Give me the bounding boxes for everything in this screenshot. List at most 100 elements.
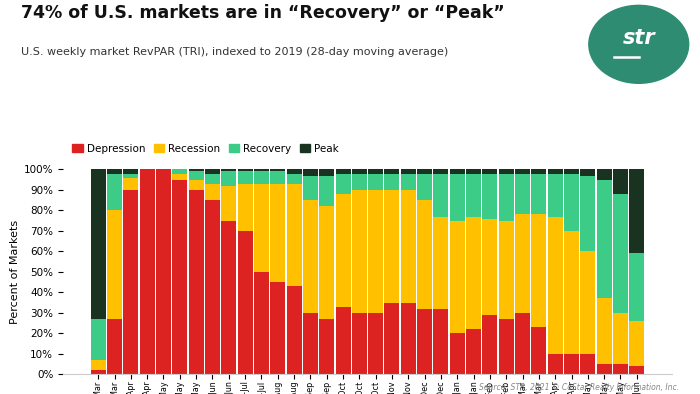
Bar [123, 190, 139, 374]
Bar [270, 171, 285, 184]
Bar [254, 184, 269, 272]
Bar [107, 169, 122, 173]
Bar [547, 173, 563, 217]
Bar [139, 169, 155, 374]
Bar [188, 190, 204, 374]
Bar [613, 313, 628, 364]
Bar [91, 360, 106, 370]
Bar [286, 184, 302, 286]
Text: str: str [622, 28, 655, 48]
Bar [466, 173, 481, 217]
Bar [401, 190, 416, 303]
Bar [303, 200, 318, 313]
Bar [580, 251, 596, 354]
Bar [417, 169, 432, 173]
Text: 74% of U.S. markets are in “Recovery” or “Peak”: 74% of U.S. markets are in “Recovery” or… [21, 4, 505, 22]
Bar [580, 176, 596, 251]
Bar [466, 217, 481, 329]
Bar [596, 364, 612, 374]
Bar [205, 184, 220, 200]
Bar [613, 169, 628, 194]
Bar [629, 253, 644, 321]
Bar [384, 303, 400, 374]
Bar [335, 194, 351, 307]
Bar [205, 200, 220, 374]
Bar [123, 173, 139, 178]
Bar [515, 169, 530, 173]
Bar [417, 200, 432, 309]
Bar [205, 173, 220, 184]
Bar [286, 169, 302, 173]
Bar [319, 169, 334, 176]
Bar [433, 173, 449, 217]
Bar [221, 171, 237, 186]
Bar [417, 173, 432, 200]
Bar [531, 327, 547, 374]
Bar [564, 354, 579, 374]
Bar [319, 319, 334, 374]
Bar [450, 169, 465, 173]
Bar [188, 180, 204, 190]
Bar [580, 354, 596, 374]
Bar [613, 194, 628, 313]
Bar [401, 169, 416, 173]
Bar [254, 272, 269, 374]
Bar [270, 184, 285, 282]
Bar [352, 169, 367, 173]
Bar [384, 169, 400, 173]
Bar [564, 169, 579, 173]
Circle shape [589, 6, 689, 83]
Bar [270, 282, 285, 374]
Bar [450, 221, 465, 333]
Bar [564, 173, 579, 231]
Bar [368, 190, 383, 313]
Bar [450, 173, 465, 221]
Bar [221, 186, 237, 221]
Bar [401, 173, 416, 190]
Bar [547, 217, 563, 354]
Bar [237, 231, 253, 374]
Bar [433, 217, 449, 309]
Text: U.S. weekly market RevPAR (TRI), indexed to 2019 (28-day moving average): U.S. weekly market RevPAR (TRI), indexed… [21, 47, 448, 57]
Bar [107, 173, 122, 210]
Bar [531, 169, 547, 173]
Bar [547, 354, 563, 374]
Bar [319, 206, 334, 319]
Bar [498, 221, 514, 319]
Bar [254, 171, 269, 184]
Bar [580, 169, 596, 176]
Bar [384, 173, 400, 190]
Bar [417, 309, 432, 374]
Bar [498, 173, 514, 221]
Bar [286, 173, 302, 184]
Bar [482, 173, 498, 219]
Text: Source: STR, 2021 © CoStar Realty Information, Inc.: Source: STR, 2021 © CoStar Realty Inform… [479, 383, 679, 392]
Bar [156, 169, 171, 374]
Bar [629, 366, 644, 374]
Bar [303, 313, 318, 374]
Bar [482, 219, 498, 315]
Bar [303, 176, 318, 200]
Bar [172, 180, 188, 374]
Bar [335, 307, 351, 374]
Bar [205, 169, 220, 173]
Bar [91, 319, 106, 360]
Bar [237, 169, 253, 171]
Bar [172, 169, 188, 173]
Bar [433, 309, 449, 374]
Bar [335, 173, 351, 194]
Bar [482, 169, 498, 173]
Bar [352, 173, 367, 190]
Bar [613, 364, 628, 374]
Bar [466, 169, 481, 173]
Bar [482, 315, 498, 374]
Bar [547, 169, 563, 173]
Bar [498, 169, 514, 173]
Bar [237, 171, 253, 184]
Bar [188, 171, 204, 180]
Bar [352, 190, 367, 313]
Bar [270, 169, 285, 171]
Bar [498, 319, 514, 374]
Bar [629, 169, 644, 253]
Bar [401, 303, 416, 374]
